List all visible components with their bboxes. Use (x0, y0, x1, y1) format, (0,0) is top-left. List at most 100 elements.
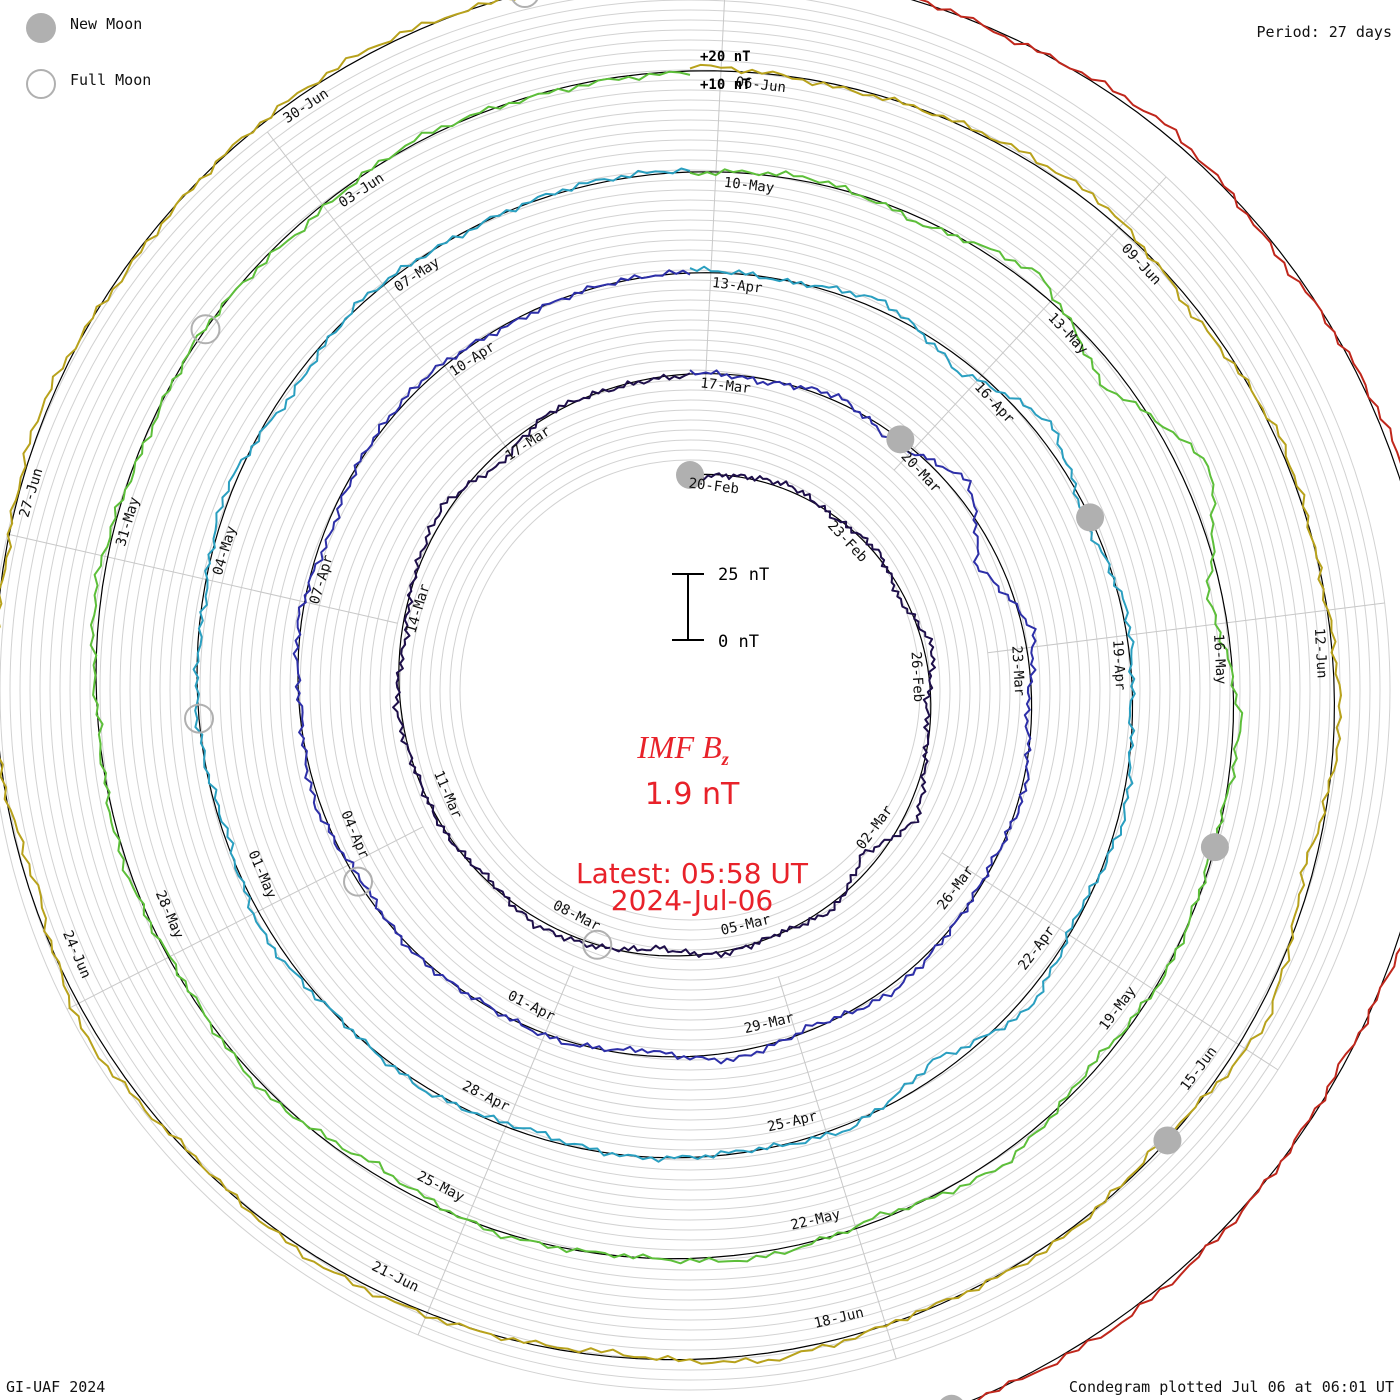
date-label: 16-May (1210, 633, 1229, 684)
new-moon-marker (940, 1394, 963, 1400)
grid-circle (399, 399, 981, 981)
radial-spoke (987, 602, 1385, 654)
outer-scale-plus10: +10 nT (700, 77, 751, 93)
date-label: 12-Jun (1311, 628, 1330, 679)
grid-circle (299, 299, 1081, 1081)
grid-circle (159, 159, 1221, 1221)
date-label: 25-Apr (766, 1108, 819, 1135)
new-moon-marker (1153, 1126, 1182, 1155)
grid-circle (439, 439, 941, 941)
full-moon-marker (184, 703, 215, 734)
date-label: 23-Feb (824, 518, 870, 566)
radial-spoke (893, 176, 1167, 471)
grid-circle (29, 29, 1351, 1351)
legend-new-moon-label: New Moon (70, 15, 143, 33)
footer-credit: GI-UAF 2024 (6, 1378, 106, 1396)
grid-circle (369, 369, 1011, 1011)
date-label: 22-May (789, 1206, 842, 1233)
new-moon-icon (26, 13, 56, 43)
grid-circle (39, 39, 1341, 1341)
period-label: Period: 27 days (1256, 23, 1392, 41)
series-line-1 (292, 269, 1037, 1065)
series-line-3 (89, 70, 1244, 1265)
date-label: 06-Jun (735, 74, 787, 96)
grid-circle (419, 419, 961, 961)
grid-circle (0, 0, 1381, 1381)
full-moon-marker (190, 314, 221, 345)
grid-circle (359, 359, 1021, 1021)
grid-circle (289, 289, 1091, 1091)
grid-circle (119, 119, 1261, 1261)
series-line-2 (192, 167, 1136, 1163)
date-label: 08-Mar (550, 898, 602, 935)
grid-circle (139, 139, 1241, 1241)
latest-date: 2024-Jul-06 (611, 884, 773, 917)
grid-circle (79, 79, 1301, 1301)
date-label: 19-May (1096, 984, 1139, 1034)
date-label: 17-Mar (699, 375, 751, 397)
grid-circle (189, 189, 1191, 1191)
grid-circle (229, 229, 1151, 1151)
grid-circle (59, 59, 1321, 1321)
grid-circle (249, 249, 1131, 1131)
outer-scale-plus20: +20 nT (700, 49, 751, 65)
grid-circle (339, 339, 1041, 1041)
grid-circle (99, 99, 1281, 1281)
grid-circle (329, 329, 1051, 1051)
new-moon-marker (1200, 833, 1229, 862)
radial-spoke (941, 852, 1279, 1071)
zero-baseline (196, 171, 1134, 1159)
grid-circle (259, 259, 1121, 1121)
grid-circle (19, 19, 1361, 1361)
grid-circle (209, 209, 1171, 1171)
grid-circle (69, 69, 1311, 1311)
radial-spoke (66, 826, 424, 1010)
date-label: 26-Feb (907, 651, 926, 702)
scale-top-label: 25 nT (718, 565, 769, 585)
grid-circle (219, 219, 1161, 1161)
series-line-4 (0, 0, 1343, 1365)
grid-circle (199, 199, 1181, 1181)
zero-baseline (297, 272, 1033, 1058)
scale-bar: 25 nT 0 nT (672, 565, 769, 652)
grid-circle (109, 109, 1271, 1271)
grid-circle (179, 179, 1201, 1201)
center-subscript: z (721, 749, 729, 769)
grid-circle (239, 239, 1141, 1141)
grid-circle (49, 49, 1331, 1331)
grid-circle (389, 389, 991, 991)
grid-circle (149, 149, 1231, 1231)
date-label: 18-Jun (812, 1305, 865, 1332)
center-value: 1.9 nT (645, 777, 740, 812)
full-moon-icon (26, 69, 56, 99)
grid-circle (319, 319, 1061, 1061)
date-label: 19-Apr (1109, 639, 1128, 690)
grid-circle (9, 9, 1371, 1371)
latest-time: Latest: 05:58 UT (576, 857, 809, 890)
grid-circle (89, 89, 1291, 1291)
grid-circle (379, 379, 1001, 1001)
date-label: 31-May (113, 495, 143, 548)
grid-circle (129, 129, 1251, 1251)
series-line-0 (392, 372, 936, 958)
svg-text:IMF Bz: IMF Bz (636, 729, 728, 769)
grid-circle (429, 429, 951, 951)
plot-timestamp: Condegram plotted Jul 06 at 06:01 UT (1068, 1378, 1394, 1396)
radial-spoke (417, 966, 574, 1336)
grid-circle (309, 309, 1071, 1071)
series-line-5 (918, 0, 1400, 1400)
date-label: 13-Apr (711, 275, 763, 297)
grid-circle (269, 269, 1111, 1111)
date-label: 23-Mar (1008, 645, 1027, 696)
date-label: 20-Feb (688, 476, 740, 498)
grid-circle (279, 279, 1101, 1101)
grid-circle (349, 349, 1031, 1031)
moon-layer (184, 0, 1229, 1400)
new-moon-marker (676, 461, 704, 489)
full-moon-marker (343, 866, 374, 897)
radial-spoke (704, 0, 726, 391)
